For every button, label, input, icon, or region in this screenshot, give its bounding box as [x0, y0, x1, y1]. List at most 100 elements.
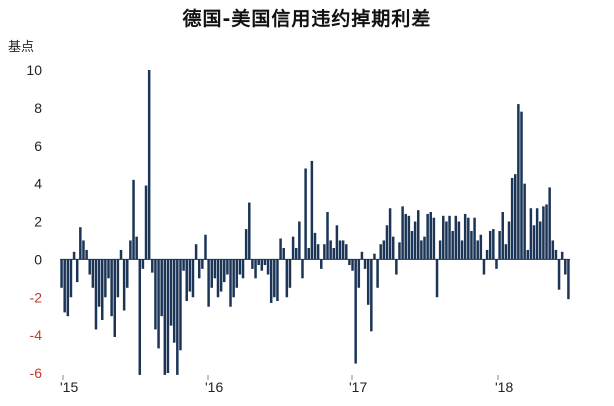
bar — [407, 215, 411, 260]
bar-series — [60, 70, 570, 375]
bar — [485, 249, 489, 260]
bar — [488, 230, 492, 260]
x-tick-label: '15 — [60, 379, 78, 395]
bar — [304, 168, 307, 260]
bar — [219, 259, 223, 292]
bar — [401, 206, 404, 260]
bar — [410, 230, 414, 260]
bar — [435, 259, 439, 298]
bar — [100, 259, 104, 320]
bar — [288, 259, 292, 288]
bar — [88, 259, 91, 275]
bar — [257, 259, 260, 266]
bar — [395, 259, 398, 275]
bar — [382, 240, 386, 260]
bar — [269, 259, 273, 303]
bar — [107, 259, 110, 279]
bar — [82, 240, 85, 260]
bar — [448, 215, 451, 260]
bar — [166, 259, 170, 374]
bar — [210, 259, 213, 288]
bar — [63, 259, 66, 313]
bar — [326, 212, 329, 260]
bar — [526, 249, 530, 260]
bar — [301, 259, 304, 279]
bar — [147, 70, 151, 260]
bar — [122, 259, 126, 311]
bar — [517, 104, 520, 260]
y-tick-label: 0 — [34, 251, 42, 267]
bar — [360, 251, 364, 260]
bar — [513, 174, 517, 260]
bar — [348, 259, 351, 266]
bar — [285, 259, 289, 298]
bar — [504, 244, 508, 260]
bar — [201, 259, 204, 269]
bar — [197, 259, 201, 279]
bar — [191, 259, 195, 298]
bar — [188, 259, 192, 292]
bar — [185, 259, 188, 302]
y-tick-label: -2 — [30, 289, 43, 305]
chart-title: 德国-美国信用违约掉期利差 — [182, 8, 432, 30]
bar — [310, 160, 314, 260]
bar — [213, 259, 217, 279]
bar — [291, 236, 295, 260]
bar — [241, 259, 245, 279]
bar — [520, 111, 523, 260]
bar — [266, 259, 270, 275]
bar — [451, 230, 454, 260]
bar — [429, 212, 433, 260]
bar — [548, 187, 551, 260]
bar — [157, 259, 160, 349]
bar — [169, 259, 173, 326]
bar — [498, 230, 501, 260]
bar — [385, 225, 389, 260]
bar — [329, 240, 332, 260]
bar — [442, 215, 445, 260]
x-tick-label: '18 — [495, 379, 513, 395]
bar — [507, 221, 511, 260]
bar — [379, 244, 382, 260]
bar — [135, 236, 138, 260]
bar — [335, 225, 339, 260]
bar — [420, 240, 423, 260]
bar — [473, 217, 476, 260]
bar — [194, 244, 198, 260]
x-tick-label: '16 — [205, 379, 223, 395]
bar — [91, 259, 95, 288]
bar — [445, 221, 448, 260]
bar — [438, 240, 442, 260]
y-axis-unit-label: 基点 — [8, 40, 35, 55]
bar — [476, 240, 479, 260]
bar — [495, 259, 498, 269]
y-tick-label: -6 — [30, 365, 43, 381]
bar — [216, 259, 220, 298]
bar — [66, 259, 70, 317]
bar — [357, 259, 361, 288]
bar — [163, 259, 167, 375]
bar — [116, 259, 120, 298]
bar — [510, 177, 514, 260]
bar — [279, 238, 282, 260]
bar — [323, 244, 326, 260]
bar — [338, 240, 342, 260]
y-axis-ticks: -6 -4 -2 0 2 4 6 8 10 — [26, 62, 42, 381]
bar — [232, 259, 235, 298]
bar — [60, 259, 63, 288]
bar — [172, 259, 176, 343]
bar — [320, 259, 323, 269]
bar — [479, 234, 483, 260]
bar — [463, 213, 467, 260]
bar — [182, 259, 185, 271]
x-tick-label: '17 — [349, 379, 367, 395]
bar — [492, 229, 495, 260]
bar — [160, 259, 163, 317]
bar — [345, 244, 348, 260]
bar — [298, 221, 301, 260]
bar — [176, 259, 179, 375]
bar — [460, 240, 464, 260]
bar — [423, 236, 426, 260]
bar — [351, 259, 354, 271]
